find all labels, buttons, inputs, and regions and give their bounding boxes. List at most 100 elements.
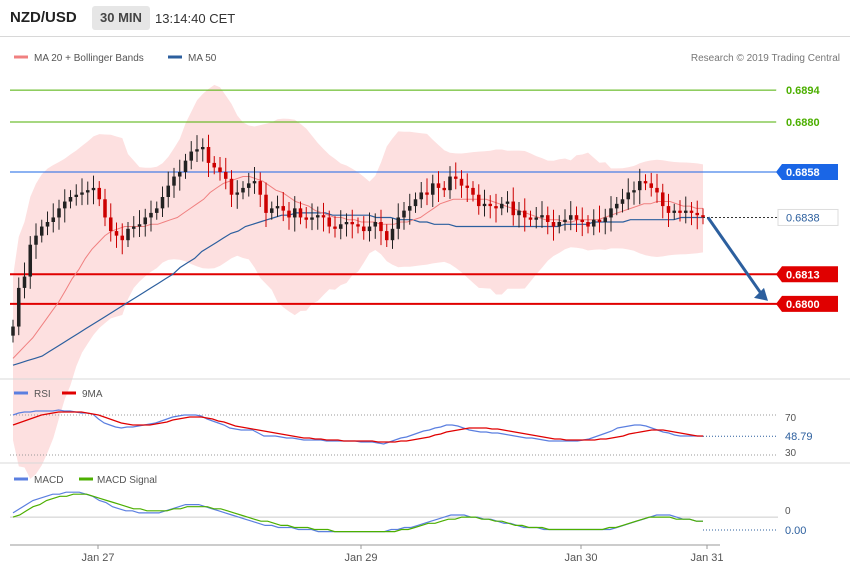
candle xyxy=(200,138,205,162)
candle xyxy=(218,157,222,181)
candle xyxy=(344,213,349,237)
candle xyxy=(373,213,378,239)
candle xyxy=(246,172,251,197)
candle xyxy=(517,202,521,228)
candle xyxy=(160,186,165,217)
level-label: 0.6800 xyxy=(776,295,838,312)
candle xyxy=(528,210,533,227)
candle xyxy=(597,205,602,233)
candle xyxy=(350,209,355,239)
candle xyxy=(384,224,389,247)
candle xyxy=(534,207,539,229)
x-tick-label: Jan 30 xyxy=(564,552,597,564)
candle xyxy=(448,166,452,199)
candle xyxy=(292,196,297,232)
candle xyxy=(51,203,56,233)
candle xyxy=(62,189,67,223)
macd-zero-label: 0 xyxy=(785,506,791,517)
candle xyxy=(689,202,694,226)
svg-text:0.6800: 0.6800 xyxy=(786,299,820,311)
candle xyxy=(637,168,642,205)
candle xyxy=(223,157,228,190)
candle xyxy=(632,181,636,205)
svg-text:0.6838: 0.6838 xyxy=(786,212,820,224)
candle xyxy=(310,203,314,231)
candle xyxy=(459,170,464,198)
copyright-label: Research © 2019 Trading Central xyxy=(691,53,840,64)
candle xyxy=(430,174,435,207)
price-legend: MA 20 + Bollinger Bands MA 50 Research ©… xyxy=(14,53,840,64)
candle xyxy=(488,195,493,219)
candle xyxy=(154,201,159,220)
candle xyxy=(425,178,429,206)
candle xyxy=(551,209,556,241)
candle xyxy=(120,223,125,255)
candle xyxy=(563,209,567,231)
candle xyxy=(476,184,481,215)
candle xyxy=(206,134,211,177)
candle xyxy=(68,190,73,209)
macd-value-label: 0.00 xyxy=(785,525,806,537)
candle xyxy=(540,201,544,228)
candle xyxy=(333,216,337,238)
candle xyxy=(85,181,90,205)
candle xyxy=(683,196,688,224)
candle xyxy=(183,153,188,179)
macd-legend: MACD MACD Signal 0 0.00 xyxy=(14,475,806,537)
candle xyxy=(545,206,550,235)
candle xyxy=(574,206,579,232)
candle xyxy=(131,216,136,238)
candle xyxy=(442,181,447,197)
candle xyxy=(407,193,412,225)
candle xyxy=(603,208,608,235)
x-axis: Jan 27 Jan 29 Jan 30 Jan 31 xyxy=(81,545,724,564)
svg-text:0.6880: 0.6880 xyxy=(786,117,820,129)
candle xyxy=(97,181,102,207)
candle xyxy=(494,193,498,223)
candle xyxy=(419,182,424,208)
candle xyxy=(505,191,510,213)
level-label: 0.6880 xyxy=(776,114,838,130)
candle xyxy=(672,203,677,220)
candle xyxy=(614,197,619,216)
rsi-pane xyxy=(10,409,778,456)
timeframe-button[interactable]: 30 MIN xyxy=(92,6,150,30)
candle xyxy=(379,209,383,246)
candle xyxy=(327,210,332,234)
candle xyxy=(367,212,372,242)
macd-signal-line xyxy=(12,493,703,533)
candle xyxy=(143,208,148,237)
level-label: 0.6813 xyxy=(776,266,838,283)
candle xyxy=(482,189,487,217)
current-price-label: 0.6838 xyxy=(777,208,839,226)
candle xyxy=(22,262,27,299)
candle xyxy=(80,178,84,206)
candle xyxy=(275,195,280,217)
candle xyxy=(626,178,631,210)
candle xyxy=(39,219,44,243)
candle xyxy=(304,207,309,229)
svg-text:0.6813: 0.6813 xyxy=(786,269,820,281)
price-pane: 0.6894 0.6880 0.6858 0.6813 0.6800 0.6838 xyxy=(10,82,839,479)
clock-label: 13:14:40 CET xyxy=(155,11,236,26)
x-tick-label: Jan 31 xyxy=(690,552,723,564)
candle xyxy=(57,199,61,230)
candle xyxy=(149,200,153,232)
candle xyxy=(390,218,395,249)
candle xyxy=(74,184,79,206)
candle xyxy=(586,215,590,234)
candle xyxy=(126,222,130,247)
candle xyxy=(522,198,527,232)
candle xyxy=(45,211,50,236)
candle xyxy=(11,319,15,343)
candle xyxy=(177,159,182,191)
candle xyxy=(655,173,659,203)
level-label: 0.6858 xyxy=(776,164,838,180)
x-tick-label: Jan 27 xyxy=(81,552,114,564)
candle xyxy=(580,207,585,237)
candle xyxy=(557,215,562,234)
rsi-upper-label: 70 xyxy=(785,413,797,424)
candle xyxy=(396,203,401,240)
candle xyxy=(34,223,38,259)
